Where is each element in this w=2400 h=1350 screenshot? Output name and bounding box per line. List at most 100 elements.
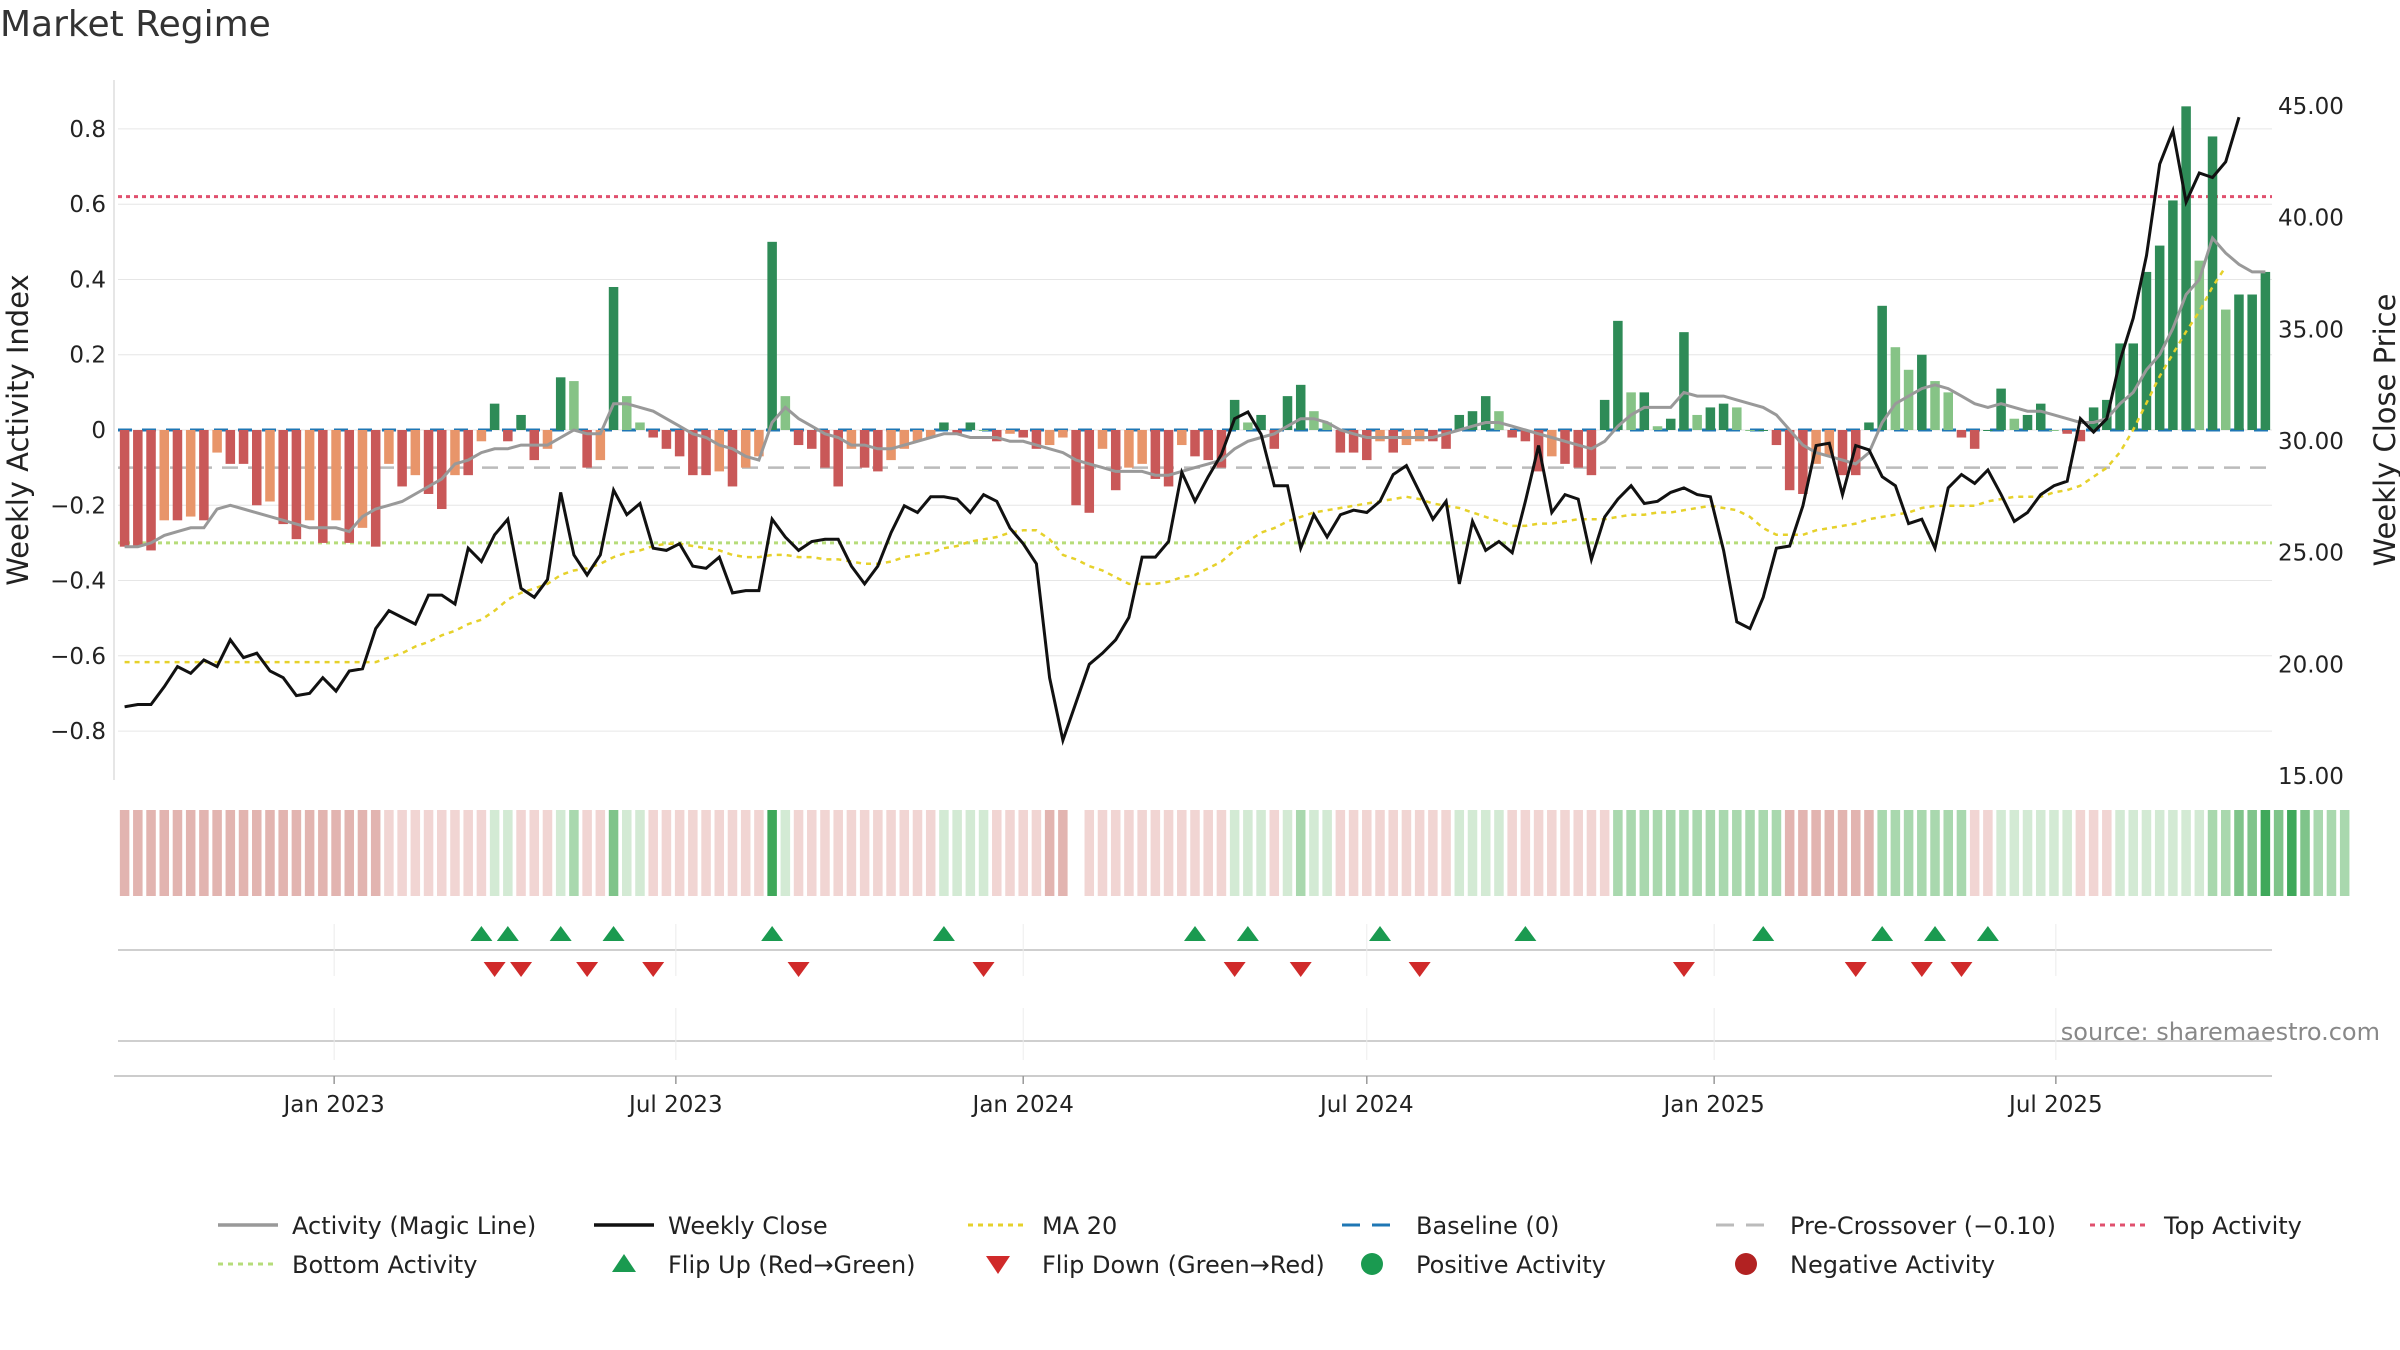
regime-cell <box>1824 810 1835 896</box>
regime-cell <box>992 810 1002 896</box>
activity-bar <box>318 430 328 543</box>
regime-cell <box>2128 810 2139 896</box>
regime-cell <box>503 810 513 896</box>
regime-cell <box>1494 810 1504 896</box>
source-note: source: sharemaestro.com <box>2061 1018 2380 1046</box>
flip-up-marker <box>932 926 955 941</box>
regime-cell <box>846 810 857 896</box>
left-tick-label: −0.8 <box>50 719 106 745</box>
activity-bar <box>1229 399 1240 430</box>
activity-bar <box>1388 430 1398 453</box>
regime-cell <box>1058 810 1068 896</box>
regime-cell <box>489 810 500 896</box>
activity-bar <box>2247 294 2257 430</box>
regime-cell <box>1110 810 1121 896</box>
activity-bar <box>1917 354 1927 430</box>
regime-cell <box>1441 810 1451 896</box>
legend-item: Flip Down (Green→Red) <box>986 1251 1325 1279</box>
activity-bar <box>1547 430 1557 457</box>
flip-down-marker <box>1844 962 1867 977</box>
flip-down-marker <box>1289 962 1312 977</box>
regime-cell <box>1190 810 1200 896</box>
activity-bar <box>833 430 843 487</box>
activity-bar <box>1956 430 1967 438</box>
regime-cell <box>820 810 830 896</box>
regime-cell <box>635 810 645 896</box>
regime-cell <box>833 810 843 896</box>
regime-cell <box>886 810 896 896</box>
regime-cell <box>1322 810 1332 896</box>
activity-bar <box>1110 430 1121 491</box>
regime-cell <box>291 810 302 896</box>
activity-bar <box>1163 430 1174 487</box>
activity-bar <box>2062 430 2072 434</box>
activity-bar <box>1044 430 1055 446</box>
activity-bar <box>1375 430 1385 442</box>
activity-bar <box>1309 411 1319 430</box>
activity-bar <box>172 430 183 521</box>
left-tick-label: 0.2 <box>69 343 106 369</box>
series-lines <box>124 116 2266 746</box>
regime-cell <box>1454 810 1465 896</box>
activity-bar <box>212 430 222 453</box>
regime-cell <box>793 810 804 896</box>
regime-cell <box>1969 810 1980 896</box>
right-tick-label: 20.00 <box>2278 652 2344 678</box>
activity-bar <box>133 430 143 547</box>
activity-bar <box>1983 430 1993 431</box>
weekly-close-line <box>124 116 2241 746</box>
regime-cell <box>2115 810 2125 896</box>
activity-bar <box>331 430 341 521</box>
activity-bar <box>1322 422 1332 430</box>
activity-bar <box>912 430 923 442</box>
flip-up-marker <box>1752 926 1775 941</box>
regime-cell <box>2022 810 2033 896</box>
right-tick-label: 35.00 <box>2278 317 2344 343</box>
regime-cell <box>1877 810 1887 896</box>
regime-cell <box>278 810 288 896</box>
regime-cell <box>925 810 936 896</box>
regime-cell <box>1018 810 1028 896</box>
activity-bar <box>2181 106 2191 430</box>
legend-item: Positive Activity <box>1361 1251 1606 1279</box>
regime-cell <box>1996 810 2006 896</box>
activity-bar <box>2168 200 2178 430</box>
regime-cell <box>1573 810 1583 896</box>
regime-cell <box>1097 810 1108 896</box>
regime-cell <box>1229 810 1240 896</box>
regime-cell <box>344 810 355 896</box>
flip-up-marker <box>496 926 519 941</box>
activity-bar <box>820 430 830 468</box>
legend-swatch <box>1361 1253 1383 1275</box>
activity-bar <box>635 422 645 430</box>
activity-bar <box>740 430 751 468</box>
activity-bar <box>2141 271 2152 430</box>
activity-bar <box>450 430 460 476</box>
left-tick-label: 0.6 <box>69 192 106 218</box>
regime-cell <box>146 810 156 896</box>
regime-cell <box>2181 810 2191 896</box>
regime-cell <box>939 810 949 896</box>
activity-bar <box>1850 430 1861 476</box>
regime-cell <box>357 810 368 896</box>
activity-bar <box>1203 430 1213 461</box>
regime-cell <box>1679 810 1689 896</box>
regime-cell <box>622 810 632 896</box>
regime-cell <box>1639 810 1650 896</box>
activity-bar <box>2220 309 2231 430</box>
activity-bar <box>1177 430 1187 446</box>
legend-item: Negative Activity <box>1735 1251 1995 1279</box>
activity-bar <box>2207 136 2218 431</box>
activity-bar <box>344 430 355 543</box>
activity-bar <box>1137 430 1147 464</box>
flip-up-marker <box>1871 926 1894 941</box>
flip-up-marker <box>1236 926 1259 941</box>
regime-cell <box>1203 810 1213 896</box>
activity-bar <box>1348 430 1359 453</box>
activity-bar <box>1573 430 1583 468</box>
flip-markers-panel <box>118 926 2272 1042</box>
x-tick-label: Jan 2025 <box>1661 1092 1764 1118</box>
regime-cell <box>2194 810 2205 896</box>
regime-cell <box>1295 810 1306 896</box>
